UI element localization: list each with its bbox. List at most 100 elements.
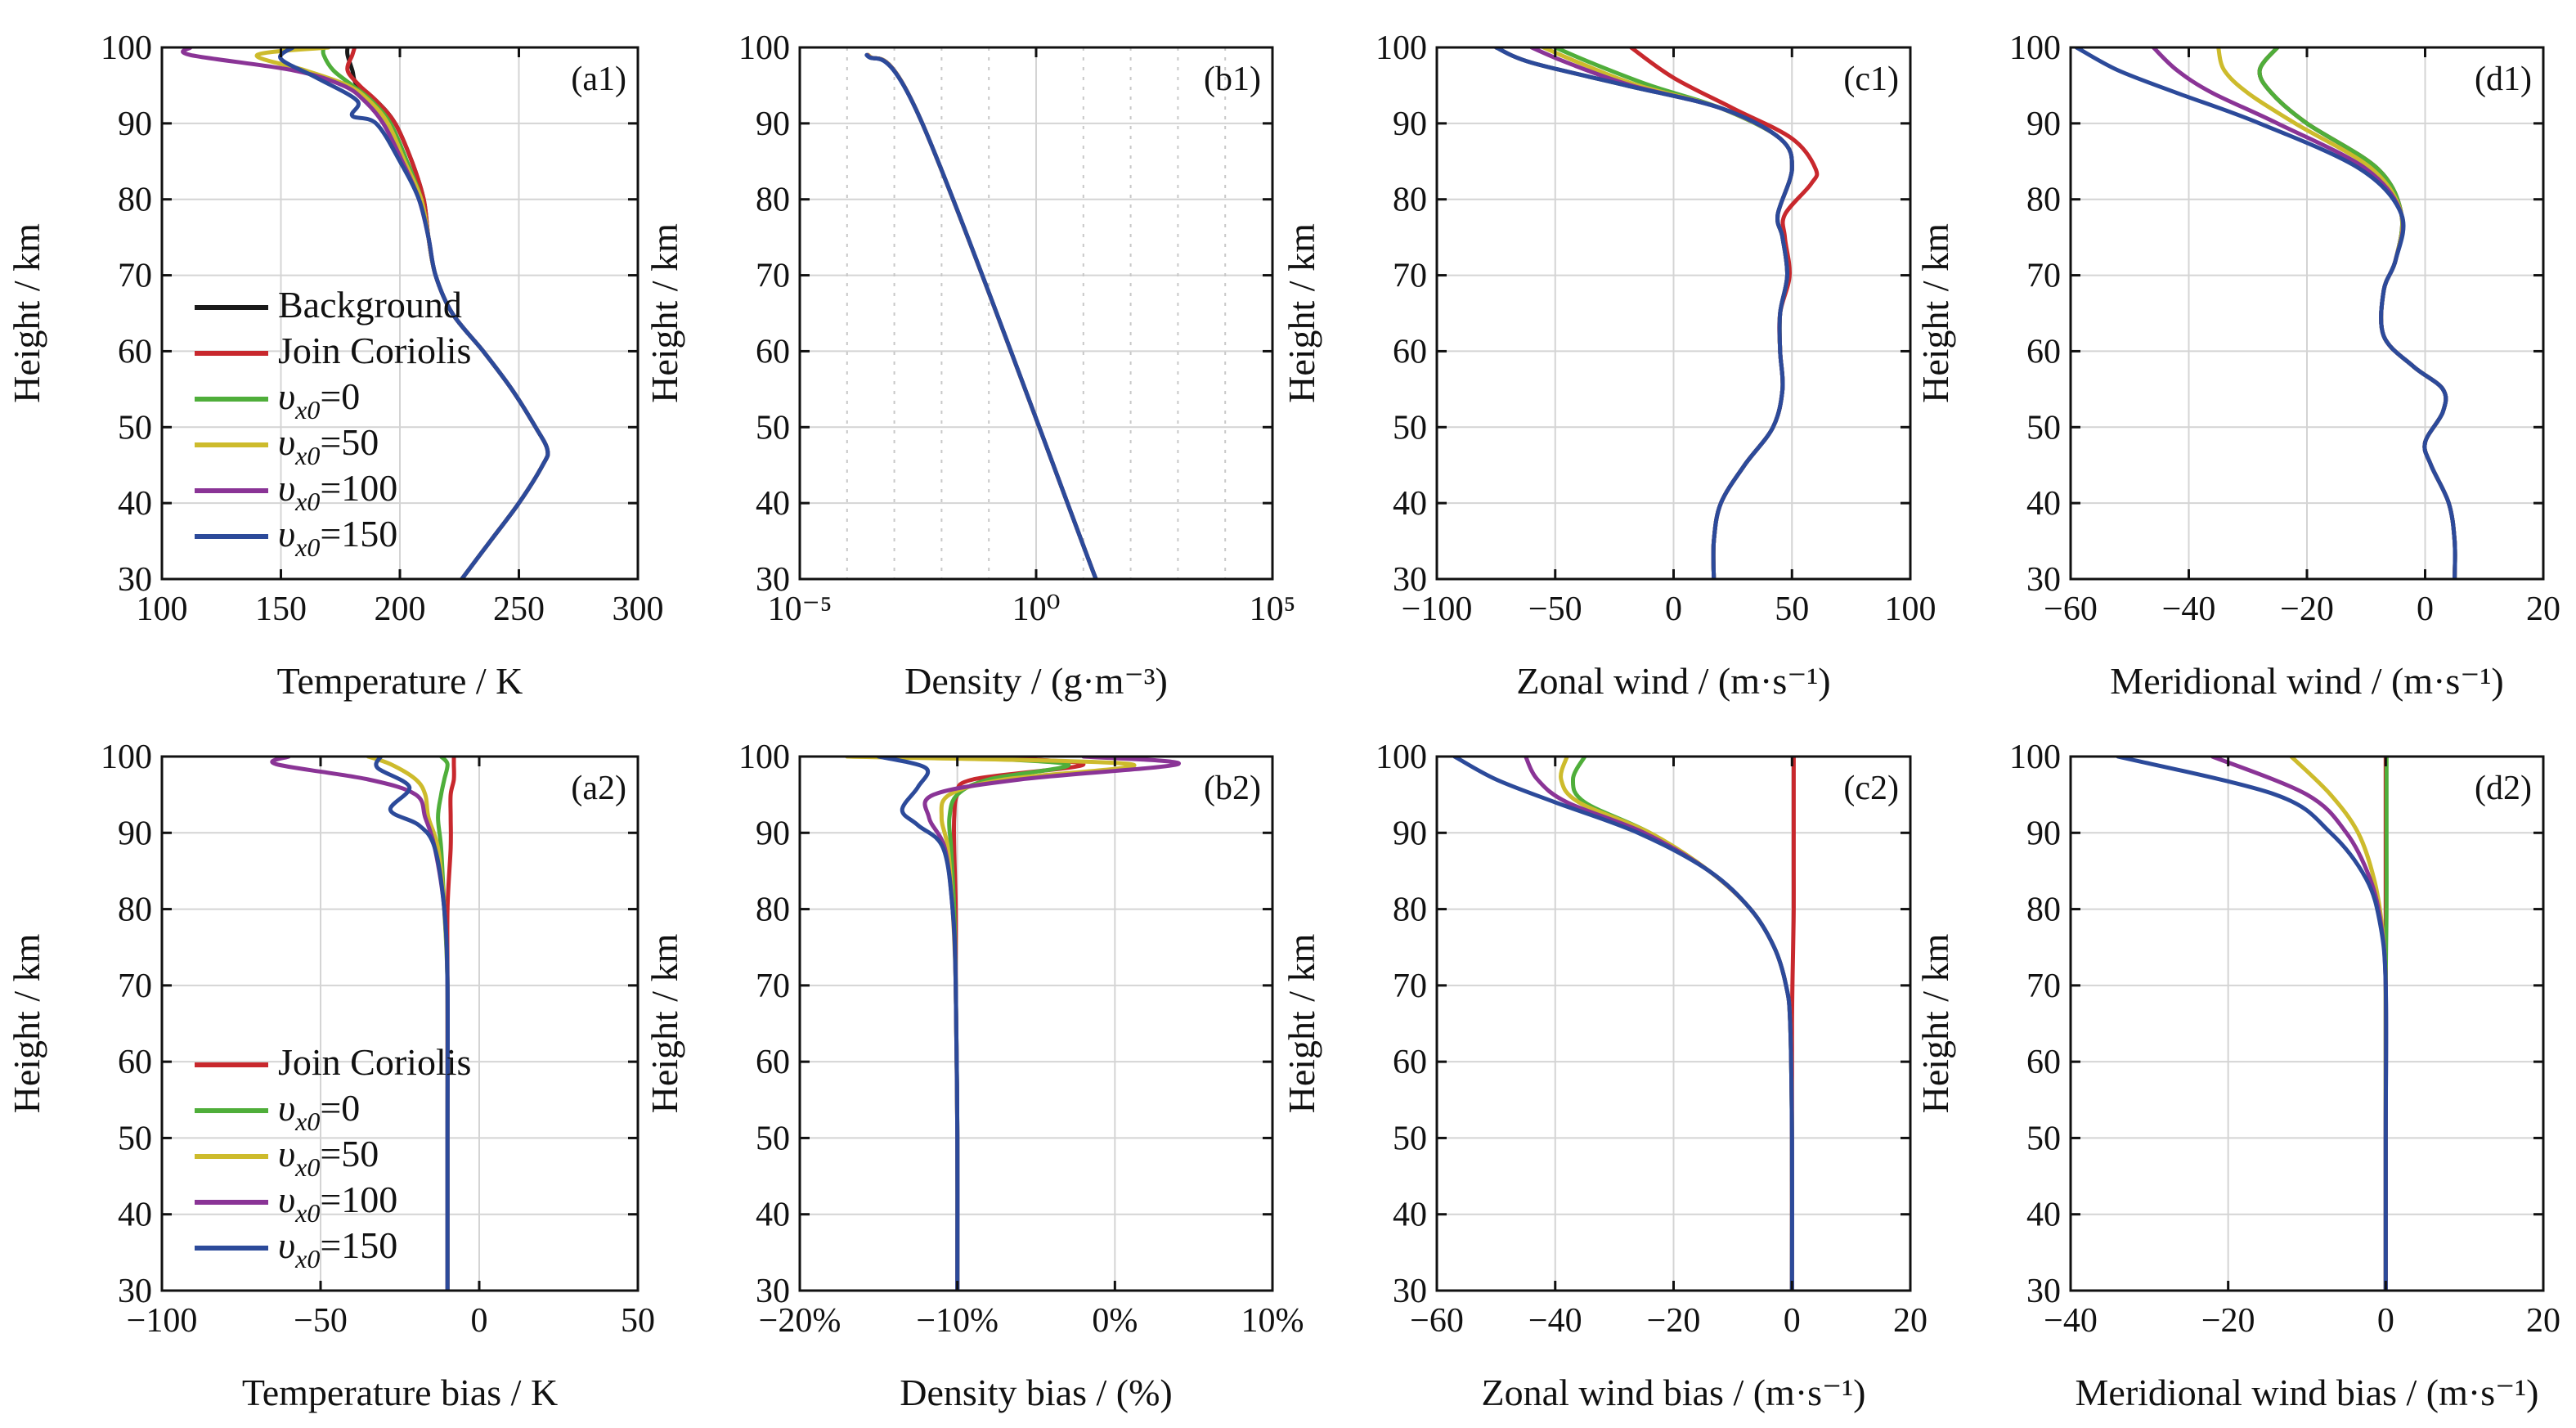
- xtick-label: 20: [2526, 1302, 2560, 1340]
- ytick-label: 60: [118, 1044, 152, 1081]
- ytick-label: 50: [118, 1120, 152, 1157]
- legend-label-sub: x0: [294, 532, 320, 562]
- x-axis-label: Zonal wind / (m·s⁻¹): [1516, 660, 1830, 702]
- legend-label-sub: x0: [294, 1107, 320, 1136]
- ytick-label: 60: [2026, 333, 2061, 370]
- ytick-label: 60: [756, 333, 790, 370]
- ytick-label: 50: [1393, 409, 1427, 447]
- series-line-a1-5: [278, 47, 550, 579]
- panel-b2: 30 40 50 60 70 80 90 100 −20% −10% 0% 10% Density bi…: [644, 739, 1304, 1413]
- xtick-label: 300: [613, 591, 664, 628]
- series-line-b2-4: [876, 757, 960, 1291]
- ytick-label: 40: [118, 1197, 152, 1234]
- legend-label-value: =100: [320, 467, 397, 509]
- xtick-label: 100: [1885, 591, 1936, 628]
- ytick-label: 100: [101, 739, 152, 776]
- xtick-label: −40: [2044, 1302, 2098, 1340]
- ytick-label: 100: [738, 29, 790, 67]
- legend-label-v: υ: [278, 421, 295, 463]
- series-line-c1-3: [1541, 47, 1794, 579]
- xtick-label: −100: [1402, 591, 1473, 628]
- legend-label-value: =50: [320, 1133, 379, 1174]
- ytick-label: 90: [1393, 106, 1427, 143]
- series-line-b2-0: [951, 757, 1086, 1291]
- ytick-label: 90: [118, 815, 152, 852]
- y-axis-label: Height / km: [6, 933, 47, 1113]
- series-line-a2-4: [374, 757, 450, 1291]
- series-line-b1-2: [866, 52, 1098, 579]
- xtick-label: 100: [137, 591, 188, 628]
- xtick-label: 50: [621, 1302, 655, 1340]
- panel-label: (d2): [2475, 770, 2532, 807]
- legend-label: υx0=150: [278, 1224, 397, 1273]
- ytick-label: 70: [756, 258, 790, 295]
- y-axis-label: Height / km: [1914, 933, 1956, 1113]
- legend-label: Join Coriolis: [278, 1041, 471, 1083]
- xtick-label: 150: [255, 591, 307, 628]
- series-group: [181, 47, 550, 579]
- xtick-label: 10⁰: [1012, 591, 1061, 628]
- panel-c2: 30 40 50 60 70 80 90 100 −60 −40 −20 0 20 Zonal wind …: [1281, 739, 1928, 1413]
- x-axis-label: Zonal wind bias / (m·s⁻¹): [1482, 1372, 1866, 1413]
- ytick-label: 50: [1393, 1120, 1427, 1157]
- ytick-label: 60: [756, 1044, 790, 1081]
- ytick-label: 30: [756, 1273, 790, 1310]
- xtick-label: −20: [2280, 591, 2334, 628]
- series-line-b1-4: [865, 52, 1098, 579]
- series-line-d1-5: [2074, 47, 2457, 579]
- ytick-label: 40: [1393, 1197, 1427, 1234]
- xtick-label: 0: [1665, 591, 1682, 628]
- series-group: [2074, 47, 2457, 579]
- xtick-label: 10⁻⁵: [768, 591, 832, 628]
- xtick-label: −20: [1647, 1302, 1701, 1340]
- ytick-label: 100: [2009, 29, 2061, 67]
- ytick-label: 60: [1393, 1044, 1427, 1081]
- ytick-label: 100: [738, 739, 790, 776]
- xtick-label: −40: [2162, 591, 2216, 628]
- ytick-label: 90: [1393, 815, 1427, 852]
- ytick-label: 80: [118, 182, 152, 219]
- y-axis-label: Height / km: [1281, 933, 1322, 1113]
- ytick-label: 50: [2026, 409, 2061, 447]
- series-group: [270, 757, 456, 1291]
- ytick-label: 30: [2026, 561, 2061, 599]
- ytick-label: 80: [2026, 891, 2061, 929]
- xtick-label: −20: [2201, 1302, 2255, 1340]
- legend-label-v: υ: [278, 1224, 295, 1266]
- ytick-label: 40: [1393, 485, 1427, 523]
- series-line-c1-5: [1493, 47, 1794, 579]
- series-line-b1-0: [866, 52, 1098, 579]
- legend-label-value: =150: [320, 1224, 397, 1266]
- xtick-label: −20%: [759, 1302, 841, 1340]
- xtick-label: 250: [493, 591, 545, 628]
- ytick-label: 70: [118, 968, 152, 1005]
- ytick-label: 70: [1393, 258, 1427, 295]
- legend-label: υx0=100: [278, 467, 397, 516]
- legend-label: Background: [278, 284, 462, 326]
- xtick-label: −50: [294, 1302, 348, 1340]
- legend-label-v: υ: [278, 1087, 295, 1129]
- ytick-label: 40: [2026, 485, 2061, 523]
- ytick-label: 50: [2026, 1120, 2061, 1157]
- xtick-label: −10%: [916, 1302, 999, 1340]
- series-line-b1-1: [866, 52, 1098, 579]
- ytick-label: 60: [1393, 333, 1427, 370]
- legend-label: υx0=0: [278, 375, 360, 424]
- xtick-label: 0: [2417, 591, 2434, 628]
- y-axis-label: Height / km: [644, 933, 685, 1113]
- ytick-label: 80: [2026, 182, 2061, 219]
- ytick-label: 100: [101, 29, 152, 67]
- legend-label-value: =50: [320, 421, 379, 463]
- series-line-d2-4: [2116, 757, 2389, 1291]
- panel-label: (b1): [1204, 61, 1261, 98]
- legend-label-v: υ: [278, 1179, 295, 1220]
- panel-label: (b2): [1204, 770, 1261, 807]
- ytick-label: 70: [118, 258, 152, 295]
- panel-label: (c2): [1843, 770, 1899, 807]
- series-line-b2-2: [845, 757, 1137, 1291]
- x-axis-label: Density bias / (%): [900, 1372, 1172, 1413]
- series-group: [2116, 757, 2389, 1291]
- ytick-label: 100: [1376, 739, 1427, 776]
- legend-label-v: υ: [278, 1133, 295, 1174]
- ytick-label: 80: [118, 891, 152, 929]
